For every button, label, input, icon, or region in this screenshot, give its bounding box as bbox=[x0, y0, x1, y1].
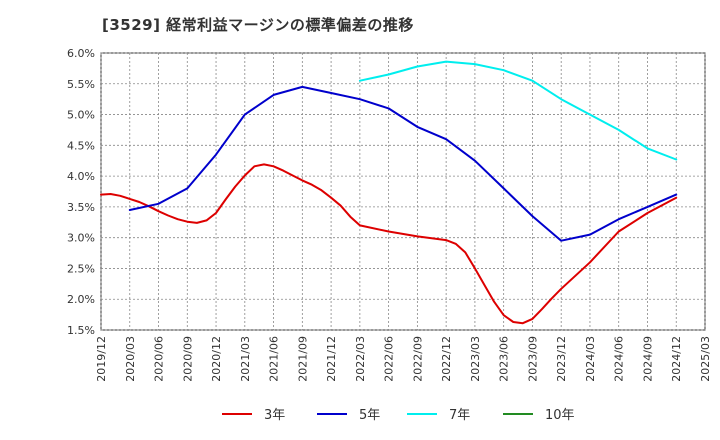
y-tick-label: 1.5% bbox=[67, 324, 95, 337]
legend: 3年 5年 7年 10年 bbox=[222, 408, 575, 423]
x-tick-label: 2024/12 bbox=[670, 336, 683, 382]
x-tick-label: 2021/03 bbox=[239, 336, 252, 382]
legend-label-2: 7年 bbox=[449, 408, 470, 423]
legend-label-3: 10年 bbox=[545, 408, 575, 423]
x-tick-label: 2021/06 bbox=[268, 336, 281, 382]
x-tick-label: 2023/03 bbox=[469, 336, 482, 382]
x-tick-label: 2021/09 bbox=[296, 336, 309, 382]
y-tick-label: 4.5% bbox=[67, 139, 95, 152]
x-tick-label: 2024/06 bbox=[613, 336, 626, 382]
plot-area bbox=[100, 52, 706, 331]
x-tick-label: 2022/06 bbox=[383, 336, 396, 382]
y-tick-label: 2.5% bbox=[67, 262, 95, 275]
x-tick-label: 2023/06 bbox=[498, 336, 511, 382]
x-tick-label: 2023/12 bbox=[555, 336, 568, 382]
chart-title: [3529] 経常利益マージンの標準偏差の推移 bbox=[102, 16, 414, 34]
y-tick-label: 5.0% bbox=[67, 109, 95, 122]
x-tick-label: 2019/12 bbox=[95, 336, 108, 382]
grid-lines bbox=[100, 52, 706, 331]
x-tick-label: 2022/03 bbox=[354, 336, 367, 382]
x-tick-label: 2020/03 bbox=[124, 336, 137, 382]
y-tick-label: 4.0% bbox=[67, 170, 95, 183]
y-tick-label: 5.5% bbox=[67, 78, 95, 91]
plot-frame bbox=[100, 52, 706, 331]
y-tick-label: 2.0% bbox=[67, 293, 95, 306]
x-tick-label: 2022/12 bbox=[440, 336, 453, 382]
x-tick-label: 2023/09 bbox=[526, 336, 539, 382]
x-tick-label: 2024/03 bbox=[584, 336, 597, 382]
x-tick-label: 2024/09 bbox=[641, 336, 654, 382]
y-tick-label: 6.0% bbox=[67, 47, 95, 60]
x-tick-label: 2025/03 bbox=[699, 336, 712, 382]
x-tick-label: 2021/12 bbox=[325, 336, 338, 382]
x-tick-label: 2022/09 bbox=[411, 336, 424, 382]
legend-label-0: 3年 bbox=[264, 408, 285, 423]
series-line-0 bbox=[100, 163, 678, 325]
y-tick-label: 3.5% bbox=[67, 201, 95, 214]
x-tick-label: 2020/06 bbox=[153, 336, 166, 382]
series-line-1 bbox=[128, 85, 678, 242]
y-tick-label: 3.0% bbox=[67, 232, 95, 245]
legend-label-1: 5年 bbox=[359, 408, 380, 423]
series-line-2 bbox=[358, 60, 678, 161]
series-lines bbox=[100, 60, 678, 325]
x-tick-label: 2020/12 bbox=[210, 336, 223, 382]
axis-labels: 2019/12 2020/03 2020/06 2020/09 2020/12 2021/… bbox=[67, 47, 712, 382]
x-tick-label: 2020/09 bbox=[181, 336, 194, 382]
